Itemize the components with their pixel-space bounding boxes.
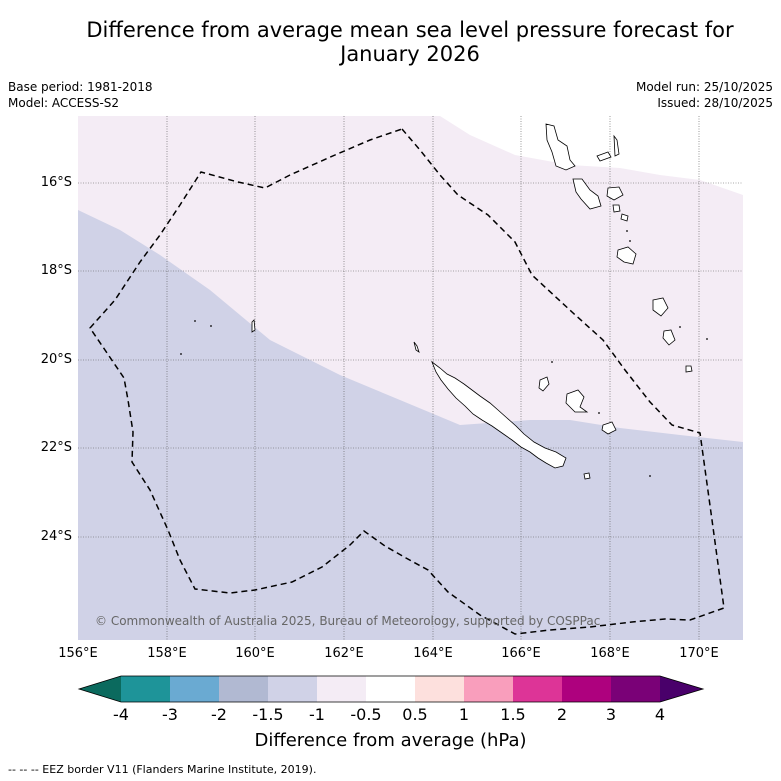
lat-label-24s: 24°S	[40, 529, 72, 544]
ouvea-island	[538, 376, 550, 392]
shepherd-islands	[620, 213, 629, 222]
belep-island	[413, 341, 420, 353]
base-period: Base period: 1981-2018	[8, 80, 153, 94]
colorbar-extend-min	[79, 676, 121, 702]
lon-label-170e: 170°E	[679, 646, 719, 661]
ambae-island	[596, 151, 612, 162]
small-islets	[180, 230, 708, 477]
colorbar-band-2	[170, 676, 219, 702]
lon-label-168e: 168°E	[590, 646, 630, 661]
colorbar-extend-max	[660, 676, 703, 702]
colorbar-band-5	[317, 676, 366, 702]
efate-island	[616, 246, 637, 265]
lat-label-16s: 16°S	[40, 175, 72, 190]
title-line-2: January 2026	[340, 42, 480, 66]
eez-footnote: -- -- -- EEZ border V11 (Flanders Marine…	[8, 763, 317, 776]
lat-label-20s: 20°S	[40, 352, 72, 367]
lat-label-18s: 18°S	[40, 263, 72, 278]
model-run: Model run: 25/10/2025	[635, 80, 773, 94]
eez-border	[89, 128, 725, 635]
cb-tick-p15: 1.5	[500, 705, 526, 724]
cb-tick-p3: 3	[605, 705, 617, 724]
colorbar-band-6	[366, 676, 415, 702]
lon-label-156e: 156°E	[58, 646, 98, 661]
lon-label-160e: 160°E	[235, 646, 275, 661]
region-south-anomaly	[78, 210, 743, 640]
cb-tick-p1: 1	[458, 705, 470, 724]
cb-tick-m1: -1	[309, 705, 325, 724]
colorbar-band-4	[268, 676, 317, 702]
lat-label-22s: 22°S	[40, 440, 72, 455]
meta-left: Base period: 1981-2018 Model: ACCESS-S2	[8, 79, 153, 111]
map-copyright: © Commonwealth of Australia 2025, Bureau…	[95, 614, 601, 628]
region-near-zero-corner	[440, 116, 743, 195]
cb-tick-p05: 0.5	[402, 705, 428, 724]
colorbar-band-11	[611, 676, 660, 702]
issued-date: Issued: 28/10/2025	[657, 96, 773, 110]
graticule	[78, 116, 743, 640]
colorbar-band-9	[513, 676, 562, 702]
lon-label-158e: 158°E	[147, 646, 187, 661]
lon-label-164e: 164°E	[413, 646, 453, 661]
chesterfield-reef	[251, 319, 256, 333]
colorbar-band-3	[219, 676, 268, 702]
model-name: Model: ACCESS-S2	[8, 96, 120, 110]
lon-label-166e: 166°E	[501, 646, 541, 661]
cb-tick-m15: -1.5	[252, 705, 284, 724]
colorbar-outline	[77, 675, 705, 703]
colorbar-band-1	[121, 676, 170, 702]
maewo-island	[613, 134, 620, 157]
coastlines	[251, 123, 693, 480]
title-line-1: Difference from average mean sea level p…	[86, 18, 734, 42]
pentecost-island	[606, 186, 624, 201]
cb-tick-p4: 4	[654, 705, 666, 724]
espiritu-santo	[545, 123, 576, 171]
colorbar-band-10	[562, 676, 611, 702]
cb-tick-m05: -0.5	[350, 705, 382, 724]
lifou-island	[565, 389, 589, 413]
colorbar-band-8	[464, 676, 513, 702]
tanna-island	[662, 329, 676, 346]
colorbar-title: Difference from average (hPa)	[254, 730, 527, 751]
cb-tick-m4: -4	[113, 705, 129, 724]
aneityum-island	[685, 365, 693, 373]
new-caledonia-grande-terre	[431, 360, 567, 469]
cb-tick-m2: -2	[211, 705, 227, 724]
cb-tick-m3: -3	[162, 705, 178, 724]
mare-island	[601, 421, 617, 435]
isle-of-pines	[583, 472, 591, 480]
malakula-island	[572, 178, 602, 210]
meta-right: Model run: 25/10/2025 Issued: 28/10/2025	[636, 79, 773, 111]
erromango-island	[652, 297, 669, 317]
epi-island	[612, 204, 621, 213]
lon-label-162e: 162°E	[324, 646, 364, 661]
colorbar	[77, 675, 705, 703]
cb-tick-p2: 2	[556, 705, 568, 724]
map-title: Difference from average mean sea level p…	[40, 18, 780, 66]
colorbar-band-7	[415, 676, 464, 702]
